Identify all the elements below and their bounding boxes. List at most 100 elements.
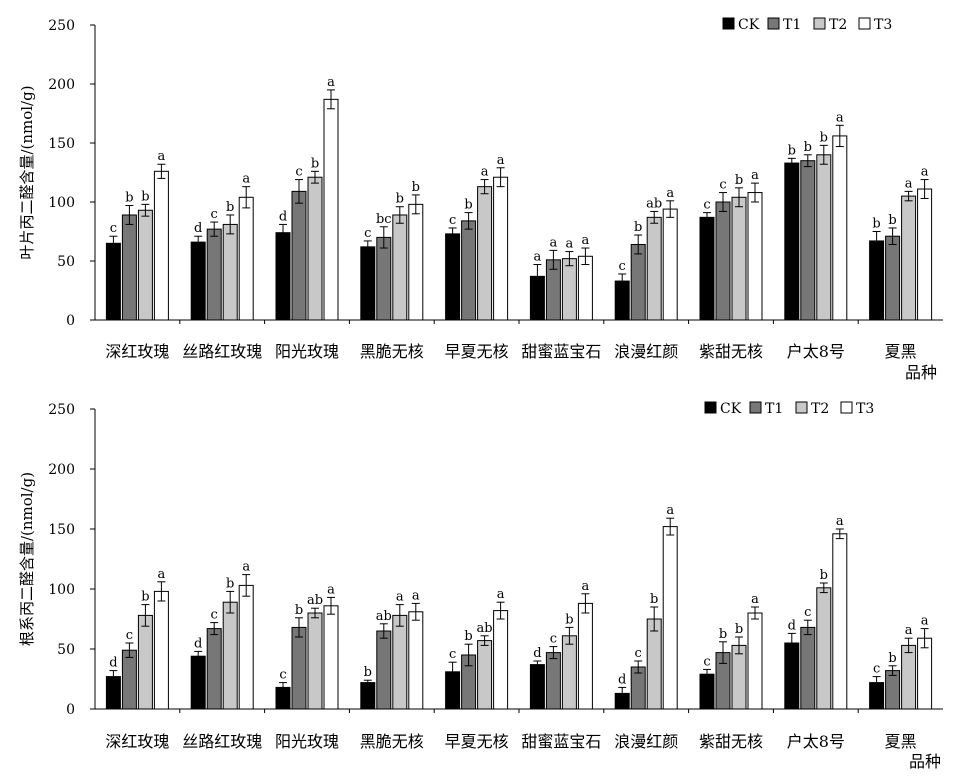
bar	[121, 649, 137, 710]
bar	[493, 610, 509, 710]
significance-letter: c	[804, 605, 811, 620]
significance-letter: b	[364, 665, 372, 680]
x-category-label: 阳光玫瑰	[275, 732, 339, 751]
significance-letter: a	[327, 75, 335, 90]
significance-letter: b	[872, 217, 880, 232]
bar	[646, 216, 662, 321]
y-tick-label: 250	[48, 18, 75, 34]
significance-letter: a	[751, 168, 759, 183]
bar	[577, 255, 593, 321]
x-category-label: 夏黑	[885, 342, 917, 361]
legend-swatch	[813, 17, 826, 30]
significance-letter: b	[125, 191, 133, 206]
significance-letter: a	[921, 614, 929, 629]
y-axis-title: 根系丙二醛含量/(nmol/g)	[18, 472, 36, 646]
y-tick-label: 50	[57, 254, 75, 270]
significance-letter: a	[412, 588, 420, 603]
bar	[275, 232, 291, 321]
bar	[190, 241, 206, 321]
significance-letter: a	[751, 592, 759, 607]
y-tick-label: 150	[48, 522, 75, 538]
bar	[747, 612, 763, 710]
significance-letter: d	[788, 618, 796, 633]
x-category-label: 户太8号	[787, 732, 845, 751]
chart-panel-2: 050100150200250根系丙二醛含量/(nmol/g)dcba深红玫瑰d…	[18, 401, 943, 771]
x-category-label: 丝路红玫瑰	[182, 342, 262, 361]
significance-letter: d	[533, 646, 541, 661]
significance-letter: c	[703, 198, 710, 213]
bar	[153, 170, 169, 321]
legend-label: CK	[738, 17, 760, 33]
legend-label: T2	[811, 401, 829, 417]
bar	[784, 162, 800, 321]
significance-letter: a	[905, 176, 913, 191]
bar	[577, 602, 593, 710]
significance-letter: c	[211, 207, 218, 222]
significance-letter: a	[566, 237, 574, 252]
significance-letter: a	[836, 514, 844, 529]
significance-letter: ab	[376, 609, 392, 624]
x-category-label: 黑脆无核	[360, 342, 424, 361]
significance-letter: b	[650, 592, 658, 607]
significance-letter: c	[703, 654, 710, 669]
bar	[816, 587, 832, 710]
x-category-label: 浪漫红颜	[614, 342, 678, 361]
significance-letter: b	[735, 622, 743, 637]
significance-letter: b	[141, 590, 149, 605]
legend: CK T1 T2 T3	[722, 17, 892, 33]
y-tick-label: 250	[48, 402, 75, 418]
y-tick-label: 50	[57, 642, 75, 658]
significance-letter: a	[327, 582, 335, 597]
legend-label: T2	[829, 17, 847, 33]
bar	[800, 160, 816, 321]
significance-letter: b	[719, 627, 727, 642]
legend-swatch	[795, 401, 808, 414]
bar	[206, 628, 222, 710]
significance-letter: b	[141, 189, 149, 204]
significance-letter: d	[194, 221, 202, 236]
bar	[731, 644, 747, 710]
significance-letter: b	[396, 192, 404, 207]
significance-letter: d	[194, 636, 202, 651]
significance-letter: c	[110, 221, 117, 236]
y-tick-label: 200	[48, 77, 75, 93]
significance-letter: c	[873, 662, 880, 677]
bar	[408, 611, 424, 710]
x-category-label: 甜蜜蓝宝石	[521, 732, 601, 751]
significance-letter: b	[311, 156, 319, 171]
significance-letter: b	[464, 629, 472, 644]
x-category-label: 紫甜无核	[699, 732, 763, 751]
x-category-label: 甜蜜蓝宝石	[521, 342, 601, 361]
bar	[715, 201, 731, 321]
significance-letter: a	[158, 567, 166, 582]
x-axis-title: 品种	[909, 752, 941, 771]
significance-letter: b	[295, 603, 303, 618]
bar	[392, 614, 408, 710]
x-category-label: 早夏无核	[445, 732, 509, 751]
bar	[529, 664, 545, 710]
bar	[392, 214, 408, 321]
significance-letter: a	[582, 579, 590, 594]
bar	[121, 214, 137, 321]
bar	[291, 626, 307, 710]
bar	[630, 243, 646, 321]
bar	[901, 644, 917, 710]
significance-letter: d	[109, 656, 117, 671]
bar	[105, 242, 121, 321]
legend-label: T1	[765, 401, 783, 417]
significance-letter: b	[735, 173, 743, 188]
y-tick-label: 100	[48, 195, 75, 211]
y-axis-title: 叶片丙二醛含量/(nmol/g)	[18, 85, 36, 259]
significance-letter: ab	[307, 593, 323, 608]
legend-label: T1	[783, 17, 801, 33]
significance-letter: ab	[646, 196, 662, 211]
x-category-label: 夏黑	[885, 732, 917, 751]
bar	[291, 190, 307, 321]
significance-letter: a	[550, 235, 558, 250]
x-category-label: 浪漫红颜	[614, 732, 678, 751]
bar	[477, 186, 493, 321]
bar	[238, 196, 254, 321]
significance-letter: c	[719, 178, 726, 193]
significance-letter: ab	[477, 621, 493, 636]
significance-letter: a	[481, 165, 489, 180]
